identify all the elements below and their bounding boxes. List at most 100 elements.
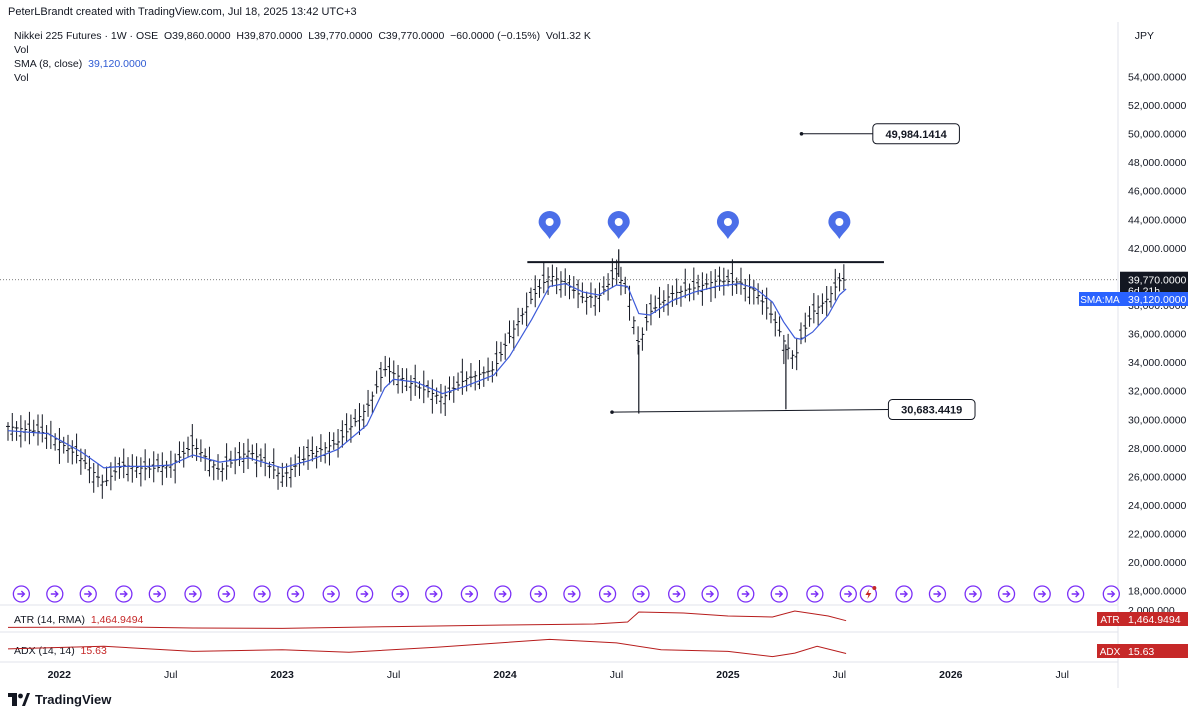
ohlc-bar	[824, 286, 829, 316]
ohlc-bar	[464, 371, 469, 392]
y-tick-label: 52,000.0000	[1128, 100, 1187, 112]
arrow-glyph	[933, 590, 942, 598]
dividend-event-icon[interactable]	[895, 585, 913, 603]
ohlc-bar	[177, 441, 182, 464]
legend-vol-row-2[interactable]: Vol	[14, 72, 29, 84]
dividend-event-icon[interactable]	[1102, 585, 1120, 603]
pin-icon[interactable]	[716, 211, 739, 239]
arrow-glyph	[672, 590, 681, 598]
lower-level-callout[interactable]: 30,683.4419	[887, 399, 976, 421]
ohlc-bar	[10, 412, 15, 442]
atr-legend[interactable]: ATR (14, RMA) 1,464.9494	[14, 614, 143, 626]
dividend-event-icon[interactable]	[668, 585, 686, 603]
dividend-event-icon[interactable]	[12, 585, 31, 603]
pin-icon[interactable]	[828, 211, 851, 239]
currency-label[interactable]: JPY	[1134, 30, 1154, 42]
ohlc-bar	[490, 361, 495, 383]
dividend-event-icon[interactable]	[253, 585, 271, 603]
dividend-event-icon[interactable]	[806, 585, 824, 603]
ohlc-bar	[336, 428, 341, 458]
dividend-event-icon[interactable]	[839, 585, 857, 603]
dividend-event-icon[interactable]	[563, 585, 581, 603]
legend-sma-row[interactable]: SMA (8, close) 39,120.0000	[14, 57, 591, 71]
ohlc-bar	[181, 441, 186, 468]
ohlc-high: 39,870.0000	[243, 30, 303, 42]
sma-tag[interactable]: SMA:MA 39,120.0000	[1079, 292, 1188, 306]
ohlc-bar	[138, 457, 143, 487]
ohlc-bar	[83, 449, 88, 470]
ohlc-bar	[130, 454, 135, 483]
y-tick-label: 18,000.0000	[1128, 586, 1187, 598]
atr-tag[interactable]: ATR 1,464.9494	[1097, 612, 1188, 626]
dividend-event-icon[interactable]	[184, 585, 202, 603]
adx-tag-box	[1097, 644, 1123, 658]
dividend-event-icon[interactable]	[598, 585, 617, 603]
ohlc-bar	[820, 293, 825, 315]
ohlc-open: 39,860.0000	[172, 30, 231, 42]
dividend-event-icon[interactable]	[1033, 585, 1051, 603]
legend-vol-row-1[interactable]: Vol	[14, 44, 29, 56]
arrow-glyph	[119, 590, 128, 598]
dividend-event-icon[interactable]	[997, 585, 1016, 603]
dividend-event-icon[interactable]	[79, 585, 97, 603]
earnings-lightning-icon[interactable]	[859, 585, 878, 603]
dividend-event-icon[interactable]	[964, 585, 982, 603]
ohlc-bar	[687, 283, 692, 302]
ohlc-bar	[104, 466, 109, 487]
pin-icon[interactable]	[538, 211, 561, 239]
ohlc-bar	[233, 447, 238, 475]
dividend-event-icon[interactable]	[770, 585, 788, 603]
dividend-event-icon[interactable]	[355, 585, 374, 603]
arrow-glyph	[969, 590, 978, 598]
symbol-row[interactable]: Nikkei 225 Futures · 1W · OSE O39,860.00…	[14, 29, 591, 43]
adx-tag[interactable]: ADX 15.63	[1097, 644, 1188, 658]
sma-name-box	[1079, 292, 1121, 306]
ohlc-bar	[644, 304, 649, 331]
dividend-event-icon[interactable]	[701, 585, 719, 603]
dividend-event-icon[interactable]	[217, 585, 236, 603]
atr-value: 1,464.9494	[90, 614, 144, 626]
pin-dot	[835, 218, 844, 226]
dividend-event-icon[interactable]	[148, 585, 166, 603]
upper-target-callout[interactable]: 49,984.1414	[872, 123, 960, 145]
ohlc-bar	[126, 457, 131, 482]
sma-name: SMA:MA	[1080, 295, 1120, 306]
pin-dot	[723, 218, 732, 226]
adx-axis-value: 15.63	[1128, 646, 1154, 658]
y-tick-label: 36,000.0000	[1128, 329, 1187, 341]
ohlc-bar	[563, 268, 568, 296]
symbol-name: Nikkei 225 Futures · 1W · OSE	[14, 30, 159, 42]
ohlc-bar	[636, 326, 641, 355]
support-line[interactable]	[612, 409, 889, 413]
dividend-event-icon[interactable]	[391, 585, 409, 603]
dividend-event-icon[interactable]	[928, 585, 947, 603]
dividend-event-icon[interactable]	[737, 585, 755, 603]
dividend-event-icon[interactable]	[1067, 585, 1085, 603]
dividend-event-icon[interactable]	[322, 585, 340, 603]
x-tick-label: Jul	[833, 669, 846, 681]
dividend-event-icon[interactable]	[460, 585, 479, 603]
y-tick-label: 48,000.0000	[1128, 157, 1187, 169]
ohlc-o-label: O	[163, 30, 173, 42]
dividend-event-icon[interactable]	[46, 585, 64, 603]
adx-line	[7, 638, 847, 658]
dividend-event-icon[interactable]	[425, 585, 443, 603]
dividend-event-icon[interactable]	[632, 585, 650, 603]
dividend-event-icon[interactable]	[529, 585, 548, 603]
dividend-event-icon[interactable]	[286, 585, 305, 603]
dividend-event-icon[interactable]	[115, 585, 133, 603]
ohlc-bar	[357, 403, 362, 435]
ohlc-bar	[430, 379, 435, 414]
x-tick-label: 2022	[48, 669, 72, 681]
x-tick-label: Jul	[1056, 669, 1069, 681]
ohlc-bar	[186, 436, 191, 458]
tradingview-brand: TradingView	[35, 692, 112, 707]
ohlc-h-label: H	[236, 30, 244, 42]
pin-icon[interactable]	[607, 211, 630, 239]
dividend-event-icon[interactable]	[494, 585, 512, 603]
ohlc-bar	[777, 316, 782, 337]
ohlc-bar	[477, 359, 482, 390]
tradingview-logo[interactable]: TradingView	[8, 692, 111, 707]
ohlc-bar	[44, 425, 49, 449]
